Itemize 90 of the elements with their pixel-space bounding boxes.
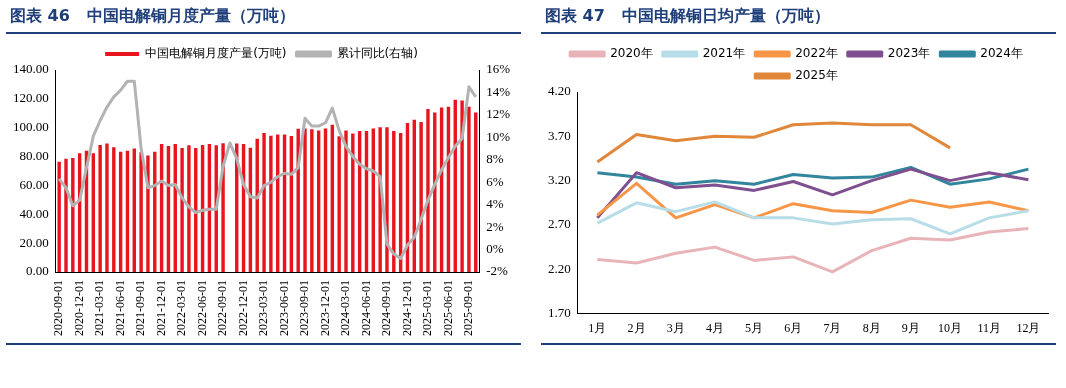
y2-tick-label: 2% bbox=[486, 218, 504, 234]
legend-label: 2025年 bbox=[795, 68, 838, 83]
bar bbox=[262, 132, 266, 273]
y2-tick-label: 16% bbox=[486, 61, 511, 77]
x-tick-label: 2025-03-01 bbox=[420, 280, 435, 337]
x-tick-label: 6月 bbox=[784, 320, 803, 335]
x-tick-label: 1月 bbox=[588, 320, 607, 335]
bar bbox=[303, 128, 307, 273]
y-tick-label: 60.00 bbox=[19, 176, 49, 192]
bar bbox=[139, 152, 143, 273]
bar bbox=[337, 136, 341, 273]
bar bbox=[57, 161, 61, 273]
x-tick-label: 2021-12-01 bbox=[153, 280, 168, 337]
legend-label: 2022年 bbox=[795, 46, 838, 61]
x-tick-label: 2023-12-01 bbox=[317, 280, 332, 337]
x-tick-label: 2022-09-01 bbox=[215, 280, 230, 337]
x-tick-label: 2021-09-01 bbox=[133, 280, 148, 337]
y-tick-label: 3.70 bbox=[548, 127, 571, 143]
y-tick-label: 80.00 bbox=[19, 148, 49, 163]
x-tick-label: 2024-06-01 bbox=[358, 280, 373, 337]
bar bbox=[344, 130, 348, 273]
y2-tick-label: -2% bbox=[486, 263, 508, 279]
x-tick-label: 2020-09-01 bbox=[51, 280, 66, 337]
x-tick-label: 11月 bbox=[977, 320, 1001, 335]
x-tick-label: 2022-12-01 bbox=[235, 280, 250, 337]
y2-tick-label: 6% bbox=[486, 173, 504, 189]
legend-label: 2023年 bbox=[887, 46, 931, 61]
y-tick-label: 100.00 bbox=[13, 119, 49, 135]
chart-title: 图表 47 中国电解铜日均产量（万吨） bbox=[541, 4, 1056, 34]
bar bbox=[64, 158, 68, 273]
y2-tick-label: 8% bbox=[486, 151, 504, 167]
x-tick-label: 2022-06-01 bbox=[194, 280, 209, 337]
x-tick-label: 10月 bbox=[938, 320, 963, 335]
x-tick-label: 2024-12-01 bbox=[399, 280, 414, 337]
x-tick-label: 2021-06-01 bbox=[112, 280, 127, 337]
y2-tick-label: 12% bbox=[486, 106, 511, 122]
x-tick-label: 2023-09-01 bbox=[297, 280, 312, 337]
bar bbox=[105, 143, 109, 273]
x-tick-label: 12月 bbox=[1016, 320, 1041, 335]
bar bbox=[426, 108, 430, 273]
y-tick-label: 2.70 bbox=[548, 216, 571, 232]
x-tick-label: 2025-06-01 bbox=[440, 280, 455, 337]
x-tick-label: 2022-03-01 bbox=[174, 280, 189, 337]
bar bbox=[112, 147, 116, 273]
legend-label: 累计同比(右轴) bbox=[336, 46, 418, 61]
chart-title: 图表 46 中国电解铜月度产量（万吨） bbox=[6, 4, 521, 34]
bar bbox=[296, 128, 300, 273]
y-tick-label: 3.20 bbox=[548, 172, 571, 188]
x-tick-label: 8月 bbox=[862, 320, 881, 335]
x-tick-label: 7月 bbox=[823, 320, 842, 335]
x-tick-label: 2024-03-01 bbox=[338, 280, 353, 337]
bar bbox=[351, 133, 355, 273]
y-tick-label: 4.20 bbox=[548, 83, 571, 99]
legend-label: 中国电解铜月度产量(万吨) bbox=[145, 46, 287, 61]
bar bbox=[187, 145, 191, 273]
x-tick-label: 2023-03-01 bbox=[256, 280, 271, 337]
bar bbox=[71, 158, 75, 273]
bar bbox=[467, 106, 471, 273]
bar bbox=[419, 122, 423, 273]
y-tick-label: 120.00 bbox=[13, 90, 49, 106]
x-tick-label: 2024-09-01 bbox=[379, 280, 394, 337]
y2-tick-label: 4% bbox=[486, 196, 504, 212]
x-tick-label: 2025-09-01 bbox=[461, 280, 476, 337]
x-tick-label: 2023-06-01 bbox=[276, 280, 291, 337]
x-tick-label: 9月 bbox=[901, 320, 920, 335]
x-tick-label: 4月 bbox=[705, 320, 724, 335]
x-tick-label: 2021-03-01 bbox=[92, 280, 107, 337]
bar bbox=[98, 145, 102, 273]
x-tick-label: 3月 bbox=[666, 320, 685, 335]
bar bbox=[269, 135, 273, 273]
bar bbox=[310, 129, 314, 273]
y-tick-label: 40.00 bbox=[19, 205, 49, 221]
x-tick-label: 2月 bbox=[627, 320, 646, 335]
y-tick-label: 1.70 bbox=[548, 305, 571, 321]
bar bbox=[460, 100, 464, 273]
legend-label: 2021年 bbox=[702, 46, 746, 61]
x-tick-label: 2020-12-01 bbox=[71, 280, 86, 337]
bar bbox=[180, 147, 184, 273]
y2-tick-label: 10% bbox=[486, 128, 511, 144]
y-tick-label: 2.20 bbox=[548, 260, 571, 276]
bar bbox=[146, 155, 150, 273]
y-tick-label: 20.00 bbox=[19, 234, 49, 250]
y-tick-label: 0.00 bbox=[26, 263, 49, 279]
x-tick-label: 5月 bbox=[745, 320, 764, 335]
y-tick-label: 140.00 bbox=[13, 61, 49, 77]
legend-label: 2020年 bbox=[610, 46, 653, 61]
legend-label: 2024年 bbox=[980, 46, 1023, 61]
y2-tick-label: 14% bbox=[486, 83, 511, 99]
bar bbox=[392, 130, 396, 273]
y2-tick-label: 0% bbox=[486, 240, 504, 256]
